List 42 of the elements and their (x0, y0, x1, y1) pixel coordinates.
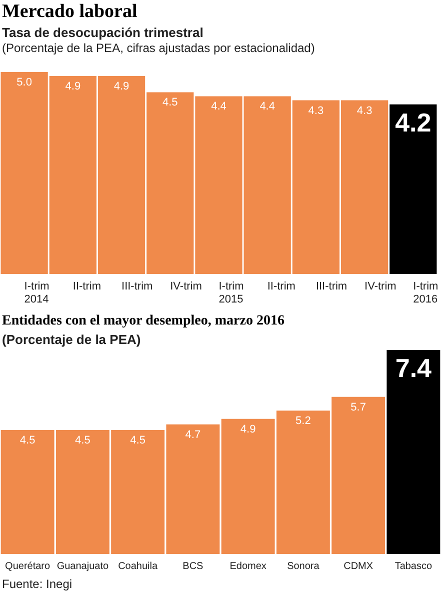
text: (Porcentaje de la PEA, cifras ajustadas por estacionalidad) (2, 41, 315, 55)
bar (386, 350, 440, 554)
data-label: 4.2 (395, 107, 432, 138)
x-tick-label: Edomex (230, 561, 266, 572)
chart-title: Mercado laboral (2, 1, 138, 22)
data-label: 4.4 (260, 100, 275, 113)
data-label: 5.2 (296, 415, 311, 428)
x-tick-label: I-trim 2014 (24, 280, 50, 306)
data-label: 5.7 (350, 401, 366, 414)
x-tick-label: III-trim (122, 280, 153, 292)
x-tick-label: IV-trim (170, 280, 202, 292)
x-tick-label: Coahuila (118, 561, 158, 572)
data-label: 4.3 (308, 104, 324, 117)
data-label: 4.9 (114, 80, 130, 93)
x-tick-label: BCS (182, 561, 204, 572)
data-label: 4.4 (211, 100, 226, 113)
x-tick-label: II-trim (72, 280, 102, 292)
source-note: Fuente: Inegi (2, 577, 72, 591)
data-label: 4.9 (240, 423, 256, 436)
x-tick-label: I-trim 2016 (413, 280, 438, 306)
x-tick-label: Querétaro (5, 561, 51, 572)
x-tick-label: I-trim 2015 (218, 280, 244, 306)
x-tick-label: CDMX (344, 561, 374, 572)
data-label: 4.7 (185, 428, 201, 441)
data-label: 7.4 (395, 353, 432, 383)
data-label: 4.5 (162, 96, 178, 109)
data-label: 4.9 (65, 80, 81, 93)
x-tick-label: II-trim (267, 280, 296, 292)
x-tick-label: IV-trim (364, 280, 396, 292)
x-tick-label: Sonora (287, 561, 320, 572)
data-label: 4.3 (356, 104, 372, 117)
x-tick-label: Tabasco (394, 561, 432, 572)
data-label: 4.5 (75, 434, 90, 446)
chart-subtitle: (Porcentaje de la PEA) (2, 332, 141, 347)
x-tick-label: III-trim (316, 280, 348, 292)
data-label: 4.5 (130, 434, 146, 446)
x-tick-label: Guanajuato (56, 561, 109, 572)
chart-title: Entidades con el mayor desempleo, marzo 2016 (2, 314, 284, 328)
chart-subtitle: Tasa de desocupación trimestral (2, 25, 204, 40)
bar (390, 104, 437, 274)
data-label: 5.0 (16, 76, 32, 88)
data-label: 4.5 (20, 434, 36, 446)
